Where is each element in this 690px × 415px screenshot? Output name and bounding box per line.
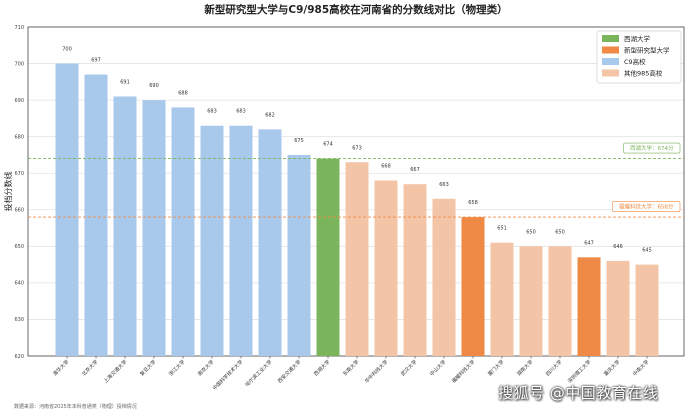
- bar: [258, 129, 282, 356]
- bar-value-label: 683: [236, 109, 246, 115]
- bar-value-label: 683: [207, 109, 217, 115]
- bar-value-label: 674: [323, 142, 333, 148]
- bar-value-label: 658: [468, 200, 478, 206]
- y-tick-label: 700: [14, 61, 24, 67]
- y-tick-label: 690: [14, 98, 24, 104]
- x-tick-label: 浙江大学: [167, 358, 186, 377]
- bar: [287, 154, 311, 356]
- x-tick-label: 上海交通大学: [102, 358, 128, 384]
- x-tick-label: 北京大学: [80, 358, 99, 377]
- x-tick-label: 中国科学技术大学: [211, 358, 244, 391]
- bar-value-label: 668: [381, 164, 391, 170]
- bar-value-label: 645: [642, 248, 652, 254]
- bar-value-label: 667: [410, 167, 420, 173]
- x-tick-label: 哈尔滨工业大学: [244, 358, 274, 388]
- source-note: 数据来源：河南省2025年本科普通类（物理）投档情况: [14, 404, 137, 410]
- legend-label: C9高校: [624, 57, 646, 66]
- x-tick-label: 东南大学: [341, 358, 360, 377]
- bar-value-label: 682: [265, 112, 275, 118]
- bar-value-label: 700: [62, 47, 72, 53]
- bar-value-label: 646: [613, 244, 623, 250]
- bar: [403, 184, 427, 356]
- bar: [490, 242, 514, 356]
- reference-label: 福耀科技大学：658分: [619, 203, 674, 211]
- y-tick-label: 660: [14, 208, 24, 214]
- bar-value-label: 651: [497, 226, 507, 232]
- bar: [55, 63, 79, 357]
- x-tick-label: 西湖大学: [312, 358, 331, 377]
- legend-swatch: [602, 46, 619, 54]
- bar: [432, 198, 456, 356]
- bar: [577, 257, 601, 356]
- bar: [229, 125, 253, 356]
- reference-label: 西湖大学：674分: [630, 144, 674, 152]
- legend-swatch: [602, 58, 619, 65]
- y-tick-label: 640: [14, 281, 24, 287]
- x-tick-label: 复旦大学: [138, 358, 157, 377]
- legend-swatch: [602, 69, 619, 77]
- bar-value-label: 650: [526, 229, 536, 235]
- bar-value-label: 690: [149, 83, 159, 89]
- chart-title: 新型研究型大学与C9/985高校在河南省的分数线对比（物理类）: [204, 3, 507, 16]
- bar: [548, 246, 572, 356]
- x-tick-label: 西安交通大学: [276, 358, 302, 384]
- bar: [461, 217, 485, 356]
- bar: [345, 162, 369, 356]
- x-tick-label: 四川大学: [544, 358, 563, 377]
- bar-value-label: 663: [439, 182, 449, 188]
- x-tick-label: 重庆大学: [602, 358, 621, 377]
- bar: [142, 100, 166, 356]
- reference-label-box: [612, 201, 681, 212]
- x-tick-label: 厦门大学: [486, 358, 505, 377]
- bar-value-label: 647: [584, 240, 594, 246]
- y-axis-label: 投档分数线: [3, 172, 13, 212]
- bar-value-label: 673: [352, 145, 362, 151]
- x-tick-label: 深圳理工大学: [566, 358, 592, 384]
- reference-label-box: [623, 142, 681, 154]
- bar-value-label: 675: [294, 138, 304, 144]
- legend-label: 新型研究型大学: [624, 46, 670, 55]
- bar-value-label: 697: [91, 58, 101, 64]
- legend-label: 其他985高校: [624, 69, 663, 78]
- x-tick-label: 中南大学: [631, 358, 650, 377]
- y-tick-label: 680: [14, 134, 24, 140]
- bar: [374, 180, 398, 356]
- bar: [113, 96, 137, 356]
- bar-value-label: 688: [178, 90, 188, 96]
- x-tick-label: 湖南大学: [515, 358, 534, 377]
- legend-label: 西湖大学: [624, 34, 651, 43]
- bar: [519, 246, 543, 356]
- y-tick-label: 710: [14, 25, 24, 31]
- bar: [635, 264, 659, 356]
- bar-value-label: 650: [555, 229, 565, 235]
- legend-swatch: [602, 35, 619, 42]
- bar: [316, 158, 340, 356]
- y-tick-label: 620: [14, 354, 24, 360]
- bar-value-label: 691: [120, 79, 130, 85]
- x-tick-label: 中山大学: [428, 358, 447, 377]
- x-tick-label: 武汉大学: [399, 358, 418, 377]
- x-tick-label: 华中科技大学: [363, 358, 389, 384]
- x-tick-label: 南京大学: [196, 358, 215, 377]
- bar: [171, 107, 195, 356]
- y-tick-label: 630: [14, 317, 24, 323]
- x-tick-label: 清华大学: [51, 358, 70, 377]
- y-tick-label: 670: [14, 171, 24, 177]
- y-tick-label: 650: [14, 244, 24, 250]
- x-tick-label: 福耀科技大学: [450, 358, 476, 384]
- bar: [84, 74, 108, 357]
- bar: [606, 260, 630, 356]
- watermark: 搜狐号 @中国教育在线: [498, 384, 659, 402]
- bar: [200, 125, 224, 356]
